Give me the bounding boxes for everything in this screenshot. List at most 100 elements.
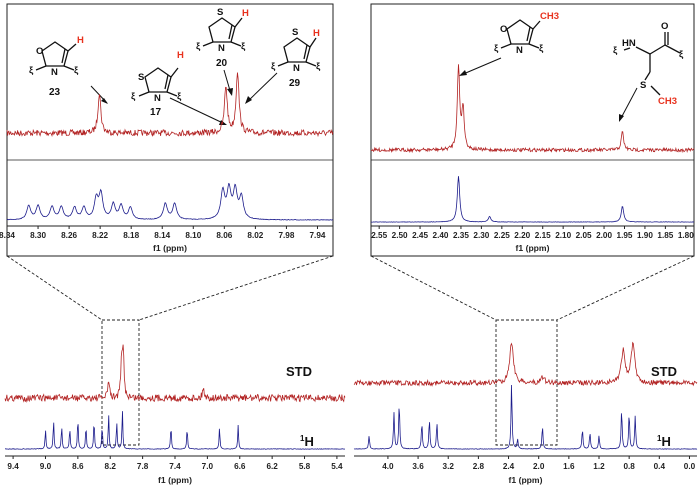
bond [303,44,308,60]
bond [230,41,242,47]
compound-label-23: 23 [49,87,61,98]
wavy-bond-icon: ξ [131,91,136,102]
x-axis-label: f1 (ppm) [509,475,543,485]
x-axis-label: f1 (ppm) [516,243,550,253]
bond [61,48,66,64]
std-trace-label: STD [651,364,677,379]
x-tick-label: 3.6 [412,462,424,471]
x-tick-label: 9.4 [7,462,19,471]
atom-oxygen: O [36,46,43,57]
x-tick-label: 1.85 [657,231,673,240]
h1-letter: H [661,434,670,449]
x-tick-label: 9.0 [40,462,52,471]
compound-label-17: 17 [150,107,162,118]
thiazole-ring [283,37,311,63]
h1-spectrum-trace [353,384,698,450]
std-spectrum-trace [353,341,698,387]
wavy-bond-icon: ξ [539,43,544,54]
zoom-panel-aliphatic-frame [370,3,695,257]
wavy-bond-icon: ξ [241,41,246,52]
x-tick-label: 2.25 [494,231,510,240]
x-tick-label: 8.2 [105,462,117,471]
x-tick-label: 2.15 [535,231,551,240]
std-spectrum-trace [370,64,695,154]
h1-letter: H [304,434,313,449]
x-tick-label: 8.02 [247,231,263,240]
x-tick-label: 1.6 [563,462,575,471]
bond [228,24,233,40]
atom-nitrogen: N [516,45,523,56]
x-tick-label: 8.14 [154,231,170,240]
zoom-box-aromatic [101,319,140,446]
atom-nitrogen: N [218,43,225,54]
atom-carbonyl-oxygen: O [661,21,668,32]
bond [309,37,317,48]
x-tick-label: 4.0 [382,462,394,471]
h1-spectrum-trace [370,176,695,223]
wavy-bond-icon: ξ [613,45,618,56]
bond [649,44,666,55]
h1-superscript: 1 [657,434,662,443]
x-tick-label: 2.20 [514,231,530,240]
bond [526,26,531,42]
zoom-connector [6,255,103,321]
x-tick-label: 6.2 [266,462,278,471]
h1-trace-label: 1H [657,434,671,449]
std-spectrum-trace [4,344,346,404]
x-tick-label: 8.26 [61,231,77,240]
x-tick-label: 2.4 [503,462,515,471]
bond [305,61,317,67]
h1-spectrum-trace [6,182,334,221]
bond [528,43,540,49]
wavy-bond-icon: ξ [29,65,34,76]
atom-sulfur: S [640,80,646,91]
atom-hydrogen-highlight: H [77,35,84,46]
x-tick-label: 8.22 [92,231,108,240]
atom-methyl-highlight: CH3 [658,96,677,107]
std-spectrum-trace [6,72,334,138]
atom-sulfur: S [217,7,223,18]
atom-hydrogen-highlight: H [177,50,184,61]
zoom-panel-aromatic-frame [6,3,334,257]
bond [644,71,651,81]
x-tick-label: 2.00 [596,231,612,240]
x-tick-label: 7.94 [310,231,326,240]
wavy-bond-icon: ξ [196,41,201,52]
atom-hydrogen-highlight: H [313,28,320,39]
arrow-head [101,98,108,104]
structure-methionine [623,32,681,96]
arrow-head [245,96,252,104]
bond [138,91,150,97]
structure-thiazole-17 [138,67,179,97]
h1-spectrum-trace [4,411,346,450]
zoom-connector [370,255,497,321]
x-tick-label: 2.35 [453,231,469,240]
oxazole-ring [506,19,534,45]
x-tick-label: 3.2 [443,462,455,471]
x-tick-label: 8.30 [30,231,46,240]
arrow-head [227,88,233,96]
thiazole-ring [208,17,236,43]
x-tick-label: 0.4 [654,462,666,471]
wavy-bond-icon: ξ [74,65,79,76]
bond [35,65,47,71]
arrow-head [619,114,624,122]
compound-label-29: 29 [289,78,301,89]
std-trace-label: STD [286,364,312,379]
structure-oxazole-23 [35,41,77,71]
bond [650,85,661,96]
wavy-bond-icon: ξ [679,49,684,60]
atom-sulfur: S [138,72,144,83]
thiazole-ring [144,67,172,93]
x-tick-label: 2.50 [392,231,408,240]
x-tick-label: 2.0 [533,462,545,471]
peak-arrow [460,57,502,76]
atom-nitrogen: N [154,93,161,104]
zoom-connector [556,255,695,321]
bond [635,46,651,55]
x-axis-label: f1 (ppm) [153,243,187,253]
oxazole-ring [41,41,69,67]
x-tick-label: 6.6 [234,462,246,471]
zoom-connector [138,255,334,321]
